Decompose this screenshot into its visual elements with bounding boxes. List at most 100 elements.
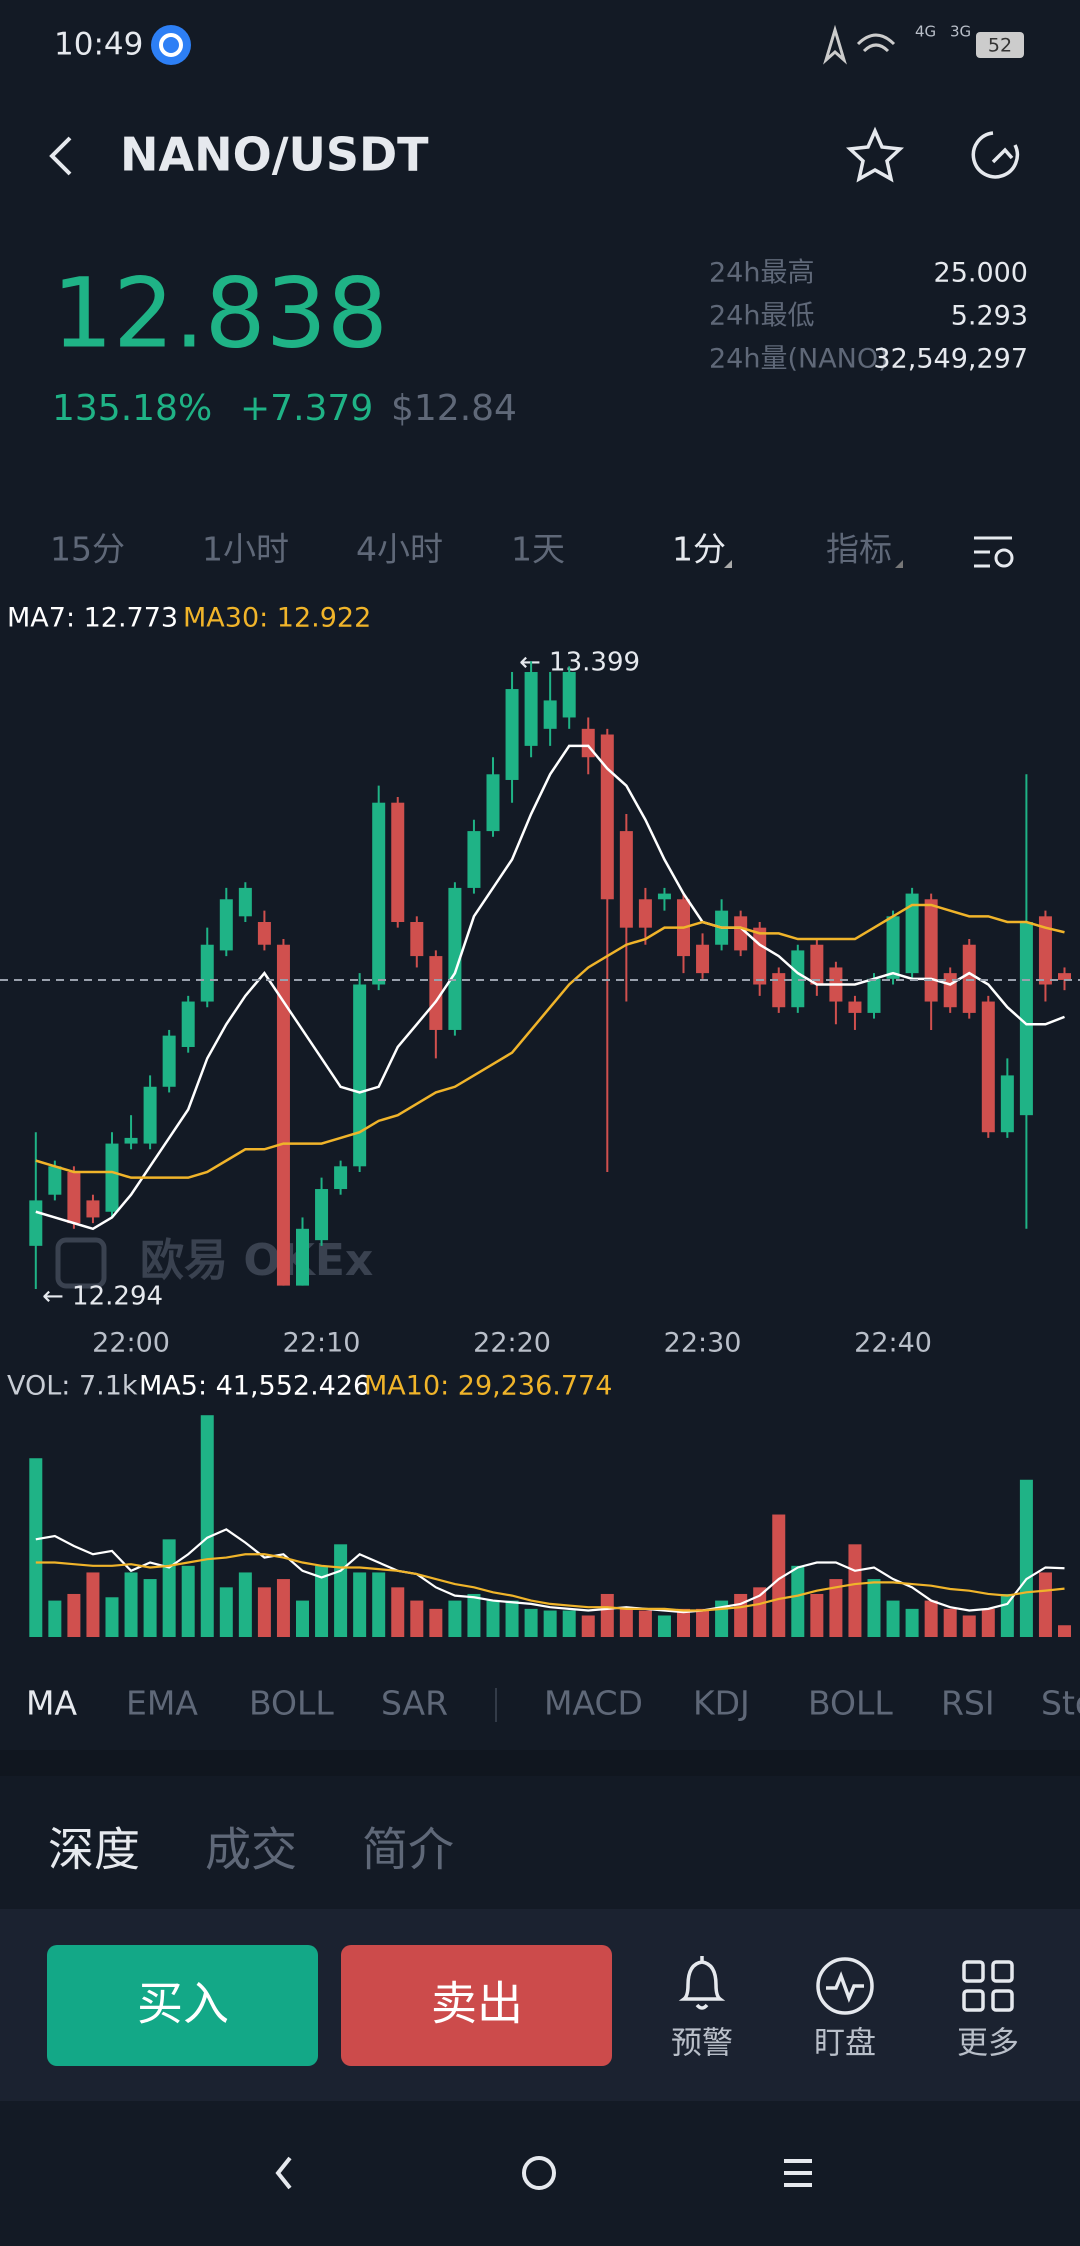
- nav-back[interactable]: [275, 2156, 292, 2190]
- candle-body: [257, 922, 271, 945]
- x-tick-label: 22:10: [283, 1328, 361, 1359]
- candle-body: [162, 1035, 176, 1087]
- x-tick-label: 22:20: [473, 1328, 551, 1359]
- volume-bar: [1058, 1625, 1071, 1637]
- candle-body: [238, 887, 252, 917]
- settings-button[interactable]: [974, 536, 1014, 568]
- stat-label: 24h量(NANO): [709, 344, 889, 375]
- volume-bar: [505, 1600, 519, 1637]
- favorite-button[interactable]: [845, 126, 905, 183]
- back-button[interactable]: [49, 136, 72, 176]
- candle-body: [905, 893, 919, 974]
- indicator-tab[interactable]: BOLL: [249, 1684, 334, 1723]
- battery-level: 52: [988, 35, 1012, 57]
- indicator-tab[interactable]: BOLL: [808, 1684, 893, 1723]
- candle-body: [886, 916, 900, 979]
- indicator-tab[interactable]: KDJ: [693, 1684, 750, 1723]
- indicator-tab[interactable]: SAR: [381, 1684, 448, 1723]
- candle-body: [924, 899, 938, 1002]
- candle-body: [505, 689, 519, 780]
- candle-body: [48, 1166, 62, 1195]
- indicator-tab[interactable]: EMA: [126, 1684, 198, 1723]
- ma-legend: MA7: 12.773: [7, 603, 178, 634]
- candle-body: [734, 916, 748, 951]
- candle-body: [962, 944, 976, 1013]
- interval-tab[interactable]: 4小时: [356, 530, 443, 569]
- volume-bar: [29, 1458, 43, 1637]
- section-tab[interactable]: 成交: [205, 1823, 297, 1877]
- volume-bar: [734, 1593, 748, 1637]
- candle-body: [486, 774, 500, 832]
- tool-label: 盯盘: [814, 2026, 876, 2062]
- candle-body: [981, 1001, 995, 1133]
- volume-bar: [429, 1608, 443, 1637]
- section-tab-active[interactable]: 深度: [48, 1823, 140, 1877]
- nav-home[interactable]: [522, 2156, 556, 2190]
- interval-tab[interactable]: 1小时: [202, 530, 289, 569]
- volume-bar: [105, 1597, 119, 1637]
- candle-body: [143, 1086, 157, 1144]
- location-icon: [823, 24, 847, 65]
- interval-tab[interactable]: 指标: [826, 530, 892, 569]
- candle-body: [1058, 973, 1071, 980]
- candle-body: [410, 922, 424, 957]
- candle-body: [696, 944, 710, 974]
- volume-bar: [67, 1593, 81, 1637]
- ma-line: [35, 744, 1065, 1231]
- candle-body: [372, 802, 386, 985]
- nav-menu[interactable]: [784, 2159, 812, 2187]
- volume-bar: [943, 1608, 957, 1637]
- watermark-logo: [55, 1237, 107, 1289]
- candle-body: [29, 1200, 43, 1246]
- refresh-button[interactable]: [971, 131, 1020, 179]
- volume-bar: [696, 1608, 710, 1637]
- volume-bar: [48, 1600, 62, 1637]
- buy-label: 买入: [137, 1977, 229, 2031]
- indicator-tab[interactable]: RSI: [941, 1684, 995, 1723]
- sell-button[interactable]: [341, 1945, 612, 2066]
- volume-bar: [1038, 1572, 1052, 1637]
- volume-bar: [905, 1608, 919, 1637]
- section-tab[interactable]: 简介: [362, 1823, 454, 1877]
- candle-body: [524, 672, 538, 746]
- status-icon: [151, 25, 191, 65]
- candle-body: [315, 1189, 329, 1241]
- charts: 22:00 22:10 22:20 22:30 22:40: [0, 661, 1080, 1637]
- indicator-tab-active[interactable]: MA: [26, 1684, 77, 1723]
- volume-bar: [391, 1587, 405, 1637]
- candle-body: [810, 944, 824, 985]
- interval-tab[interactable]: 15分: [50, 530, 125, 569]
- volume-ma-line: [35, 1553, 1065, 1612]
- watch-button[interactable]: [816, 1957, 874, 2015]
- more-button[interactable]: [962, 1960, 1014, 2012]
- indicator-tab[interactable]: Sto: [1041, 1684, 1080, 1723]
- interval-tab-active[interactable]: 1分: [672, 530, 726, 569]
- indicator-tab[interactable]: MACD: [544, 1684, 643, 1723]
- candle-body: [181, 1001, 195, 1047]
- candle-body: [67, 1171, 81, 1224]
- volume-bar: [276, 1579, 290, 1637]
- volume-bar: [124, 1572, 138, 1637]
- candle-body: [848, 1001, 862, 1013]
- candle-body: [1000, 1075, 1014, 1133]
- volume-bar: [829, 1579, 843, 1637]
- candle-body: [391, 802, 405, 923]
- volume-bar: [562, 1610, 576, 1637]
- vol-legend: VOL: 7.1k: [7, 1371, 138, 1402]
- usd-price: $12.84: [391, 388, 517, 429]
- candle-body: [638, 899, 652, 928]
- candle-body: [1019, 922, 1033, 1116]
- candle-body: [334, 1166, 348, 1190]
- sell-label: 卖出: [431, 1977, 523, 2031]
- buy-button[interactable]: [47, 1945, 318, 2066]
- volume-bar: [962, 1615, 976, 1637]
- alert-button[interactable]: [678, 1956, 726, 2010]
- candle-body: [619, 831, 633, 928]
- battery: [976, 32, 1024, 58]
- candle-body: [791, 950, 805, 1008]
- volume-bar: [238, 1572, 252, 1637]
- interval-tab[interactable]: 1天: [511, 530, 565, 569]
- volume-bar: [657, 1615, 671, 1637]
- volume-bar: [924, 1600, 938, 1637]
